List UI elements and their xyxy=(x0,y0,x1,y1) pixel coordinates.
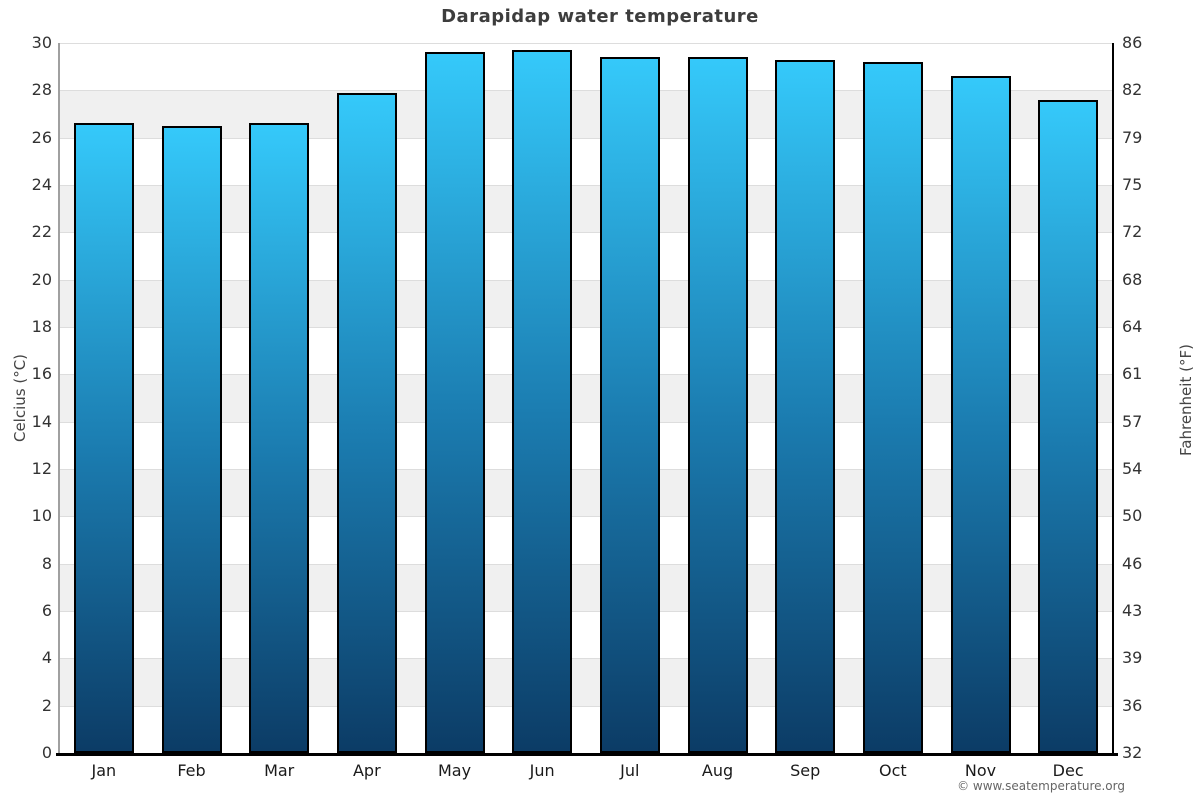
month-tick-sep: Sep xyxy=(790,761,821,780)
celsius-tick: 16 xyxy=(31,364,52,384)
celsius-tick: 10 xyxy=(31,506,52,526)
celsius-axis-title: Celcius (°C) xyxy=(11,353,29,443)
celsius-tick: 18 xyxy=(31,317,52,336)
month-tick-oct: Oct xyxy=(878,761,907,780)
bar-may xyxy=(424,52,485,753)
celsius-tick: 20 xyxy=(31,269,52,289)
gridline xyxy=(60,43,1112,44)
bar-dec xyxy=(1038,99,1099,753)
bar-jun xyxy=(512,50,573,753)
gridline xyxy=(60,563,1112,565)
gridline xyxy=(60,421,1112,423)
fahrenheit-tick: 79 xyxy=(1122,127,1143,147)
fahrenheit-tick: 50 xyxy=(1122,506,1143,526)
gridline xyxy=(60,705,1112,707)
celsius-tick: 2 xyxy=(41,695,52,715)
bar-mar xyxy=(249,123,310,753)
bar-nov xyxy=(950,76,1011,753)
fahrenheit-axis-title: Fahrenheit (°F) xyxy=(1177,344,1195,456)
fahrenheit-tick: 72 xyxy=(1122,222,1143,242)
bar-aug xyxy=(687,57,748,753)
chart-title: Darapidap water temperature xyxy=(441,6,759,27)
fahrenheit-tick: 46 xyxy=(1122,553,1143,573)
gridline xyxy=(60,327,1112,328)
month-tick-dec: Dec xyxy=(1052,761,1084,780)
month-tick-mar: Mar xyxy=(264,761,295,780)
plot-band xyxy=(60,374,1112,422)
celsius-tick: 14 xyxy=(31,411,52,431)
fahrenheit-tick: 86 xyxy=(1122,33,1143,52)
month-tick-aug: Aug xyxy=(701,761,734,780)
celsius-tick: 26 xyxy=(31,127,52,147)
month-tick-jun: Jun xyxy=(529,761,555,780)
x-axis-line xyxy=(56,753,1118,756)
fahrenheit-tick: 61 xyxy=(1122,364,1143,384)
fahrenheit-tick: 82 xyxy=(1122,80,1143,100)
fahrenheit-tick: 36 xyxy=(1122,695,1143,715)
celsius-tick: 4 xyxy=(41,648,52,668)
plot-band xyxy=(60,658,1112,706)
gridline xyxy=(60,658,1112,660)
fahrenheit-tick: 68 xyxy=(1122,269,1143,289)
bar-feb xyxy=(161,125,222,753)
bar-apr xyxy=(336,92,397,753)
plot-band xyxy=(60,469,1112,517)
celsius-tick: 0 xyxy=(41,743,52,762)
fahrenheit-tick: 64 xyxy=(1122,317,1143,336)
fahrenheit-tick: 43 xyxy=(1122,601,1143,620)
celsius-tick: 24 xyxy=(31,175,52,194)
gridline xyxy=(60,516,1112,518)
plot-area xyxy=(60,43,1112,753)
fahrenheit-tick: 54 xyxy=(1122,459,1143,478)
fahrenheit-tick: 57 xyxy=(1122,411,1143,431)
gridline xyxy=(60,279,1112,281)
gridline xyxy=(60,374,1112,376)
celsius-tick: 12 xyxy=(31,459,52,478)
month-tick-may: May xyxy=(437,761,472,780)
bar-jul xyxy=(599,57,660,753)
bar-sep xyxy=(775,59,836,753)
celsius-tick: 30 xyxy=(31,33,52,52)
month-tick-nov: Nov xyxy=(964,761,997,780)
gridline xyxy=(60,90,1112,92)
month-tick-jul: Jul xyxy=(620,761,640,780)
gridline xyxy=(60,137,1112,139)
month-tick-apr: Apr xyxy=(352,761,381,780)
gridline xyxy=(60,185,1112,186)
bar-oct xyxy=(862,61,923,753)
plot-band xyxy=(60,279,1112,327)
fahrenheit-axis-line xyxy=(1112,43,1114,754)
plot-band xyxy=(60,185,1112,233)
celsius-axis-line xyxy=(58,43,60,754)
celsius-tick: 6 xyxy=(41,601,52,620)
plot-band xyxy=(60,563,1112,611)
bar-jan xyxy=(73,123,134,753)
month-tick-feb: Feb xyxy=(177,761,206,780)
gridline xyxy=(60,611,1112,612)
watermark: © www.seatemperature.org xyxy=(957,779,1125,793)
fahrenheit-tick: 39 xyxy=(1122,648,1143,668)
fahrenheit-tick: 75 xyxy=(1122,175,1143,194)
plot-band xyxy=(60,90,1112,138)
celsius-tick: 8 xyxy=(41,553,52,573)
gridline xyxy=(60,232,1112,234)
celsius-tick: 28 xyxy=(31,80,52,100)
fahrenheit-tick: 32 xyxy=(1122,743,1143,762)
gridline xyxy=(60,469,1112,470)
celsius-tick: 22 xyxy=(31,222,52,242)
month-tick-jan: Jan xyxy=(91,761,117,780)
